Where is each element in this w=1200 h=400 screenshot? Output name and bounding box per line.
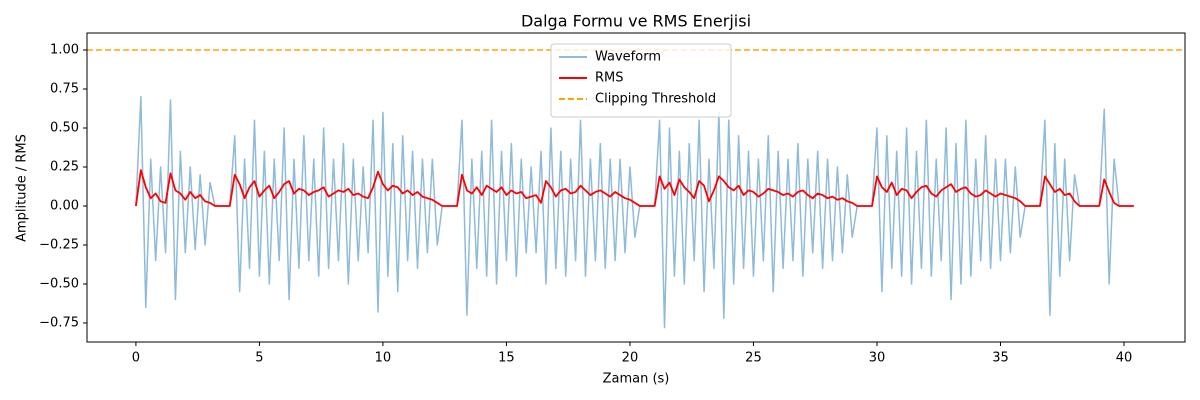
x-tick-label: 15 [498,351,515,366]
x-tick-label: 30 [869,351,886,366]
x-axis-label: Zaman (s) [603,372,670,387]
x-tick-label: 35 [992,351,1009,366]
series-line [135,96,1134,329]
chart-title: Dalga Formu ve RMS Enerjisi [521,12,751,31]
x-tick-label: 5 [255,351,263,366]
legend-box [550,43,732,118]
y-tick-label: −0.25 [39,237,79,252]
x-tick-label: 0 [132,351,140,366]
y-tick-label: −0.75 [39,315,79,330]
y-tick-label: 1.00 [50,43,79,58]
x-tick-label: 20 [622,351,639,366]
x-tick-label: 40 [1116,351,1133,366]
series-line [135,169,1134,207]
legend-label: Waveform [595,50,661,65]
plot-frame [86,32,1186,343]
x-tick-label: 25 [745,351,762,366]
y-tick-label: −0.50 [39,276,79,291]
y-tick-label: 0.00 [50,198,79,213]
legend-label: RMS [595,71,624,86]
y-tick-label: 0.50 [50,120,79,135]
y-tick-label: 0.25 [50,159,79,174]
y-axis-label: Amplitude / RMS [15,134,30,242]
y-tick-label: 0.75 [50,81,79,96]
x-tick-label: 10 [375,351,392,366]
legend-label: Clipping Threshold [595,92,716,107]
